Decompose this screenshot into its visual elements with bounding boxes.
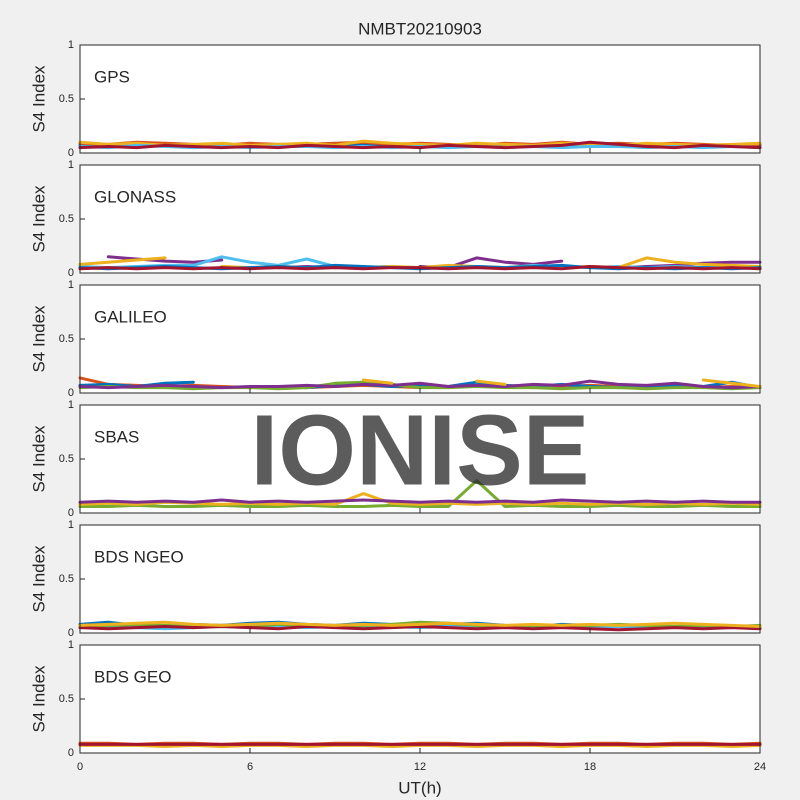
y-tick-label: 0.5 xyxy=(59,213,74,225)
panel-label: GLONASS xyxy=(94,187,176,206)
series-line xyxy=(78,620,762,628)
y-tick-label: 1 xyxy=(68,639,74,651)
y-tick-label: 0 xyxy=(68,387,74,399)
y-tick-label: 1 xyxy=(68,39,74,51)
y-axis-label: S4 Index xyxy=(29,185,48,253)
series-line xyxy=(78,140,762,150)
y-tick-label: 1 xyxy=(68,399,74,411)
y-tick-label: 0 xyxy=(68,147,74,159)
series-line xyxy=(78,625,762,632)
series-line xyxy=(78,479,762,508)
series-line xyxy=(78,379,762,390)
axes-background xyxy=(80,405,760,513)
series-line xyxy=(78,265,762,271)
y-tick-label: 0 xyxy=(68,627,74,639)
axes-background xyxy=(80,525,760,633)
x-tick-label: 12 xyxy=(414,761,426,773)
y-tick-label: 0.5 xyxy=(59,693,74,705)
axes-background xyxy=(80,45,760,153)
series-line xyxy=(78,380,762,391)
y-tick-label: 0.5 xyxy=(59,333,74,345)
y-axis-label: S4 Index xyxy=(29,545,48,613)
y-axis-label: S4 Index xyxy=(29,65,48,133)
x-tick-label: 6 xyxy=(247,761,253,773)
series-line xyxy=(361,378,762,388)
y-tick-label: 1 xyxy=(68,279,74,291)
x-tick-label: 0 xyxy=(77,761,83,773)
y-tick-label: 0.5 xyxy=(59,573,74,585)
y-tick-label: 1 xyxy=(68,159,74,171)
x-tick-label: 24 xyxy=(754,761,766,773)
axes-background xyxy=(80,165,760,273)
panel-label: BDS NGEO xyxy=(94,547,184,566)
y-tick-label: 0 xyxy=(68,747,74,759)
x-axis-label: UT(h) xyxy=(398,778,441,797)
chart-title: NMBT20210903 xyxy=(358,19,482,38)
watermark: IONISE xyxy=(251,394,590,506)
y-tick-label: 0.5 xyxy=(59,93,74,105)
axes-background xyxy=(80,285,760,393)
panel-label: GPS xyxy=(94,67,130,86)
panel-label: SBAS xyxy=(94,427,139,446)
y-axis-label: S4 Index xyxy=(29,305,48,373)
axes-background xyxy=(80,645,760,753)
y-tick-label: 0.5 xyxy=(59,453,74,465)
y-tick-label: 0 xyxy=(68,267,74,279)
panel-label: BDS GEO xyxy=(94,667,171,686)
y-axis-label: S4 Index xyxy=(29,425,48,493)
series-line xyxy=(78,498,762,504)
y-tick-label: 1 xyxy=(68,519,74,531)
y-axis-label: S4 Index xyxy=(29,665,48,733)
series-line xyxy=(78,139,762,147)
panel-label: GALILEO xyxy=(94,307,167,326)
x-tick-label: 18 xyxy=(584,761,596,773)
y-tick-label: 0 xyxy=(68,507,74,519)
